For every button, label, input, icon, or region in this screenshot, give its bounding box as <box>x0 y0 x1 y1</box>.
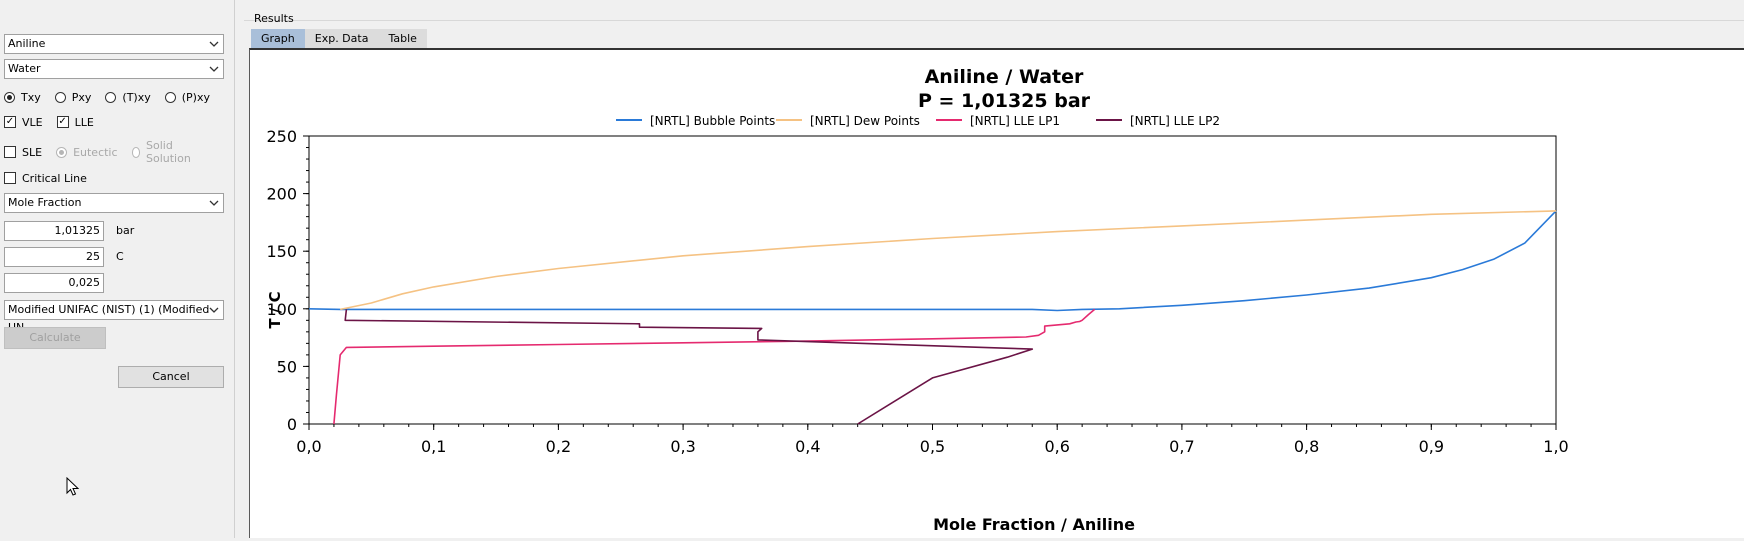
plot-frame <box>308 135 1557 425</box>
basis-select[interactable]: Mole Fraction <box>4 193 224 213</box>
tab-graph[interactable]: Graph <box>251 29 305 48</box>
sle-check-box[interactable] <box>4 146 16 158</box>
y-tick-label: 0 <box>287 415 297 434</box>
x-tick-label: 0,6 <box>1044 437 1069 456</box>
legend-entry: [NRTL] Dew Points <box>810 114 920 128</box>
calculate-button[interactable]: Calculate <box>4 327 106 349</box>
results-tabs: Graph Exp. Data Table <box>251 29 427 48</box>
results-group <box>244 20 1744 539</box>
radio-eutectic[interactable]: Eutectic <box>56 145 118 159</box>
y-tick-label: 250 <box>266 127 297 146</box>
vle-label: VLE <box>22 115 43 129</box>
sle-label: SLE <box>22 145 43 159</box>
chevron-down-icon <box>209 307 219 313</box>
critical-line-row: Critical Line <box>4 170 101 186</box>
basis-value: Mole Fraction <box>8 196 82 209</box>
radio-pxy[interactable]: Pxy <box>54 90 92 104</box>
chart-axes: 0 50 100 150 200 250 0,0 0,1 0,2 0,3 0,4 0,5 0,6 0,7 0… <box>266 127 1568 456</box>
legend-entry: [NRTL] LLE LP1 <box>970 114 1060 128</box>
x-tick-label: 0,5 <box>920 437 945 456</box>
pressure-unit: bar <box>116 224 135 237</box>
y-tick-label: 200 <box>266 185 297 204</box>
component1-select[interactable]: Aniline <box>4 34 224 54</box>
step-input[interactable]: 0,025 <box>4 273 104 293</box>
solid-solution-label: Solid Solution <box>146 139 191 165</box>
mouse-cursor-icon <box>66 477 80 496</box>
check-icon[interactable]: ✓ <box>4 116 16 128</box>
x-axis-label: Mole Fraction / Aniline <box>933 515 1135 534</box>
chart-title: Aniline / Water <box>925 66 1084 88</box>
legend-entry: [NRTL] Bubble Points <box>650 114 775 128</box>
eutectic-label: Eutectic <box>73 145 118 159</box>
series-line-3 <box>333 308 1096 425</box>
radio-pxy-indicator[interactable] <box>54 91 66 103</box>
left-control-panel: Aniline Water Txy Pxy (T)xy (P)xy ✓ VLE ✓… <box>0 0 224 538</box>
temperature-unit: C <box>116 250 124 263</box>
legend-entry: [NRTL] LLE LP2 <box>1130 114 1220 128</box>
chart-subtitle: P = 1,01325 bar <box>918 90 1091 112</box>
pressure-input[interactable]: 1,01325 <box>4 221 104 241</box>
x-tick-label: 0,9 <box>1419 437 1444 456</box>
chevron-down-icon <box>209 66 219 72</box>
vle-checkbox[interactable]: ✓ VLE <box>4 116 43 129</box>
radio-p-xy[interactable]: (P)xy <box>164 90 210 104</box>
component2-value: Water <box>8 62 41 75</box>
x-tick-label: 0,8 <box>1294 437 1319 456</box>
lle-label: LLE <box>74 115 94 129</box>
phase-diagram-chart[interactable]: Aniline / Water P = 1,01325 bar [NRTL] B… <box>250 50 1743 538</box>
temperature-input[interactable]: 25 <box>4 247 104 267</box>
radio-txy-indicator[interactable] <box>4 91 15 103</box>
results-group-label: Results <box>254 12 294 25</box>
property-package-select[interactable]: Modified UNIFAC (NIST) (1) (Modified UN <box>4 300 224 334</box>
radio-p-xy-label: (P)xy <box>181 90 210 104</box>
series-line-2 <box>340 210 1557 311</box>
radio-solid-solution[interactable]: Solid Solution <box>131 139 200 165</box>
x-tick-label: 0,7 <box>1169 437 1194 456</box>
radio-txy[interactable]: Txy <box>4 91 41 104</box>
component1-value: Aniline <box>8 37 46 50</box>
panel-splitter[interactable] <box>234 0 235 538</box>
y-axis-label: T / C <box>266 291 284 328</box>
critical-line-label: Critical Line <box>22 171 87 185</box>
check-icon[interactable]: ✓ <box>56 116 69 128</box>
x-tick-label: 0,2 <box>546 437 571 456</box>
x-tick-label: 1,0 <box>1543 437 1568 456</box>
critical-line-checkbox[interactable]: Critical Line <box>4 172 87 185</box>
x-tick-label: 0,0 <box>296 437 321 456</box>
radio-t-xy-label: (T)xy <box>122 90 151 104</box>
tab-table[interactable]: Table <box>378 29 427 48</box>
sle-row: SLE Eutectic Solid Solution <box>4 139 214 165</box>
radio-t-xy-indicator[interactable] <box>105 91 117 103</box>
radio-p-xy-indicator[interactable] <box>164 91 176 103</box>
graph-panel: Aniline / Water P = 1,01325 bar [NRTL] B… <box>249 48 1744 538</box>
y-tick-label: 150 <box>266 242 297 261</box>
radio-eutectic-indicator[interactable] <box>56 146 68 158</box>
chevron-down-icon <box>209 41 219 47</box>
x-tick-label: 0,3 <box>670 437 695 456</box>
series-line-4 <box>344 309 1034 425</box>
diagram-type-group: Txy Pxy (T)xy (P)xy <box>4 89 224 105</box>
component2-select[interactable]: Water <box>4 59 224 79</box>
lle-checkbox[interactable]: ✓ LLE <box>56 115 94 129</box>
chevron-down-icon <box>209 200 219 206</box>
radio-t-xy[interactable]: (T)xy <box>105 90 151 104</box>
critical-line-check-box[interactable] <box>4 172 16 184</box>
tab-exp-data[interactable]: Exp. Data <box>304 29 379 48</box>
chart-legend: [NRTL] Bubble Points [NRTL] Dew Points [NR… <box>616 114 1220 128</box>
radio-txy-label: Txy <box>21 90 41 104</box>
y-tick-label: 50 <box>277 357 297 376</box>
x-tick-label: 0,4 <box>795 437 820 456</box>
radio-pxy-label: Pxy <box>71 90 92 104</box>
series-line-1 <box>308 210 1557 312</box>
cancel-button[interactable]: Cancel <box>118 366 224 388</box>
radio-solid-solution-indicator[interactable] <box>131 146 140 158</box>
phase-checks: ✓ VLE ✓ LLE <box>4 114 108 130</box>
chart-series <box>308 210 1557 425</box>
x-tick-label: 0,1 <box>421 437 446 456</box>
sle-checkbox[interactable]: SLE <box>4 146 42 159</box>
y-tick-label: 100 <box>266 300 297 319</box>
